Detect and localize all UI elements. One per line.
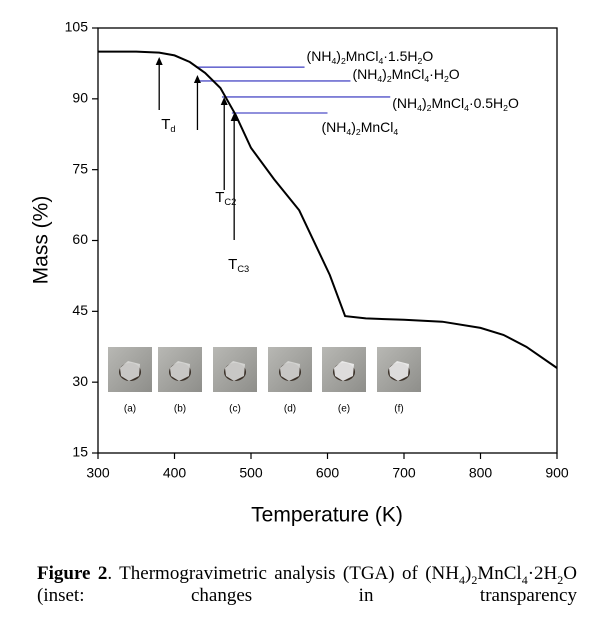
x-tick-label: 500	[239, 465, 263, 481]
phase-label: (NH4)2MnCl4·1.5H2O	[307, 48, 434, 67]
crystal	[389, 361, 409, 381]
x-axis-label: Temperature (K)	[251, 504, 403, 527]
arrow-head	[155, 57, 163, 65]
text-part: O	[422, 48, 433, 64]
caption-text: . Thermogravimetric analysis (TGA) of (N…	[107, 563, 459, 584]
inset-label: (a)	[124, 404, 136, 415]
subscript: 2	[427, 103, 432, 113]
inset-label: (b)	[174, 404, 186, 415]
caption-label: Figure 2	[37, 563, 108, 584]
subscript: 4	[424, 74, 429, 84]
inset-photo	[108, 347, 152, 392]
subscript: 4	[464, 103, 469, 113]
subscript: 4	[417, 103, 422, 113]
text-part: )	[382, 66, 387, 82]
subscript: C2	[224, 197, 236, 207]
text-part: O	[449, 66, 460, 82]
chart: Mass (%) Temperature (K) 300 400 500 600 700…	[30, 19, 569, 527]
y-tick-label: 90	[72, 90, 88, 106]
inset-photo	[213, 347, 257, 392]
phase-label: (NH4)2MnCl4	[322, 119, 399, 138]
inset-photo	[377, 347, 421, 392]
text-part: T	[228, 256, 237, 273]
y-tick-label: 45	[72, 302, 88, 318]
subscript: d	[170, 124, 175, 134]
crystal	[280, 361, 300, 381]
subscript: 4	[521, 572, 528, 587]
inset-label: (e)	[338, 404, 350, 415]
phase-label: (NH4)2MnCl4·H2O	[352, 66, 459, 85]
arrow-label: TC3	[228, 256, 249, 274]
inset-photo	[322, 347, 366, 392]
text-part: ·H	[429, 66, 444, 82]
phase-label: (NH4)2MnCl4·0.5H2O	[392, 95, 519, 114]
crystal	[170, 361, 190, 381]
subscript: 2	[418, 56, 423, 66]
arrow-head	[230, 113, 238, 121]
subscript: 2	[341, 56, 346, 66]
subscript: 2	[557, 572, 564, 587]
x-tick-label: 400	[163, 465, 187, 481]
text-part: (NH	[352, 66, 377, 82]
text-part: (NH	[392, 95, 417, 111]
subscript: 4	[459, 572, 465, 587]
y-tick-label: 15	[72, 444, 88, 460]
text-part: MnCl	[431, 95, 464, 111]
text-part: ·1.5H	[383, 48, 417, 64]
arrow-head	[220, 97, 228, 105]
y-axis-label: Mass (%)	[30, 196, 53, 285]
y-tick-label: 75	[72, 160, 88, 176]
text-part: )	[422, 95, 427, 111]
inset-photo	[158, 347, 202, 392]
subscript: C3	[237, 264, 249, 274]
text-part: MnCl	[346, 48, 379, 64]
x-tick-label: 800	[469, 465, 493, 481]
inset-label: (c)	[229, 404, 241, 415]
caption-text: O (inset: changes in transparency	[37, 563, 577, 606]
arrow-head	[193, 75, 201, 83]
x-tick-label: 600	[316, 465, 340, 481]
text-part: ·0.5H	[469, 95, 503, 111]
caption-text: ·2H	[527, 563, 558, 584]
subscript: 4	[346, 127, 351, 137]
y-tick-label: 105	[65, 19, 89, 35]
subscript: 2	[444, 74, 449, 84]
subscript: 4	[378, 56, 383, 66]
crystal	[120, 361, 140, 381]
subscript: 2	[503, 103, 508, 113]
caption-text: )	[465, 563, 472, 584]
subscript: 2	[387, 74, 392, 84]
text-part: )	[351, 119, 356, 135]
caption-text: MnCl	[477, 563, 522, 584]
inset-label: (f)	[394, 404, 403, 415]
subscript: 2	[471, 572, 478, 587]
x-tick-label: 700	[392, 465, 416, 481]
inset-label: (d)	[284, 404, 296, 415]
arrow-label: TC2	[215, 189, 236, 207]
text-part: T	[215, 189, 224, 206]
text-part: )	[336, 48, 341, 64]
text-part: MnCl	[392, 66, 425, 82]
inset-photo	[268, 347, 312, 392]
subscript: 4	[331, 56, 336, 66]
mass-curve	[98, 50, 558, 369]
x-tick-label: 300	[86, 465, 110, 481]
text-part: (NH	[322, 119, 347, 135]
crystal	[334, 361, 354, 381]
text-part: MnCl	[361, 119, 394, 135]
caption: Figure 2. Thermogravimetric analysis (TG…	[37, 563, 577, 607]
arrow-label: Td	[161, 116, 175, 134]
text-part: T	[161, 116, 170, 133]
text-part: (NH	[307, 48, 332, 64]
crystal	[225, 361, 245, 381]
subscript: 2	[356, 127, 361, 137]
subscript: 4	[377, 74, 382, 84]
x-tick-label: 900	[545, 465, 569, 481]
subscript: 4	[393, 127, 398, 137]
y-tick-label: 30	[72, 373, 88, 389]
text-part: O	[508, 95, 519, 111]
y-tick-label: 60	[72, 231, 88, 247]
